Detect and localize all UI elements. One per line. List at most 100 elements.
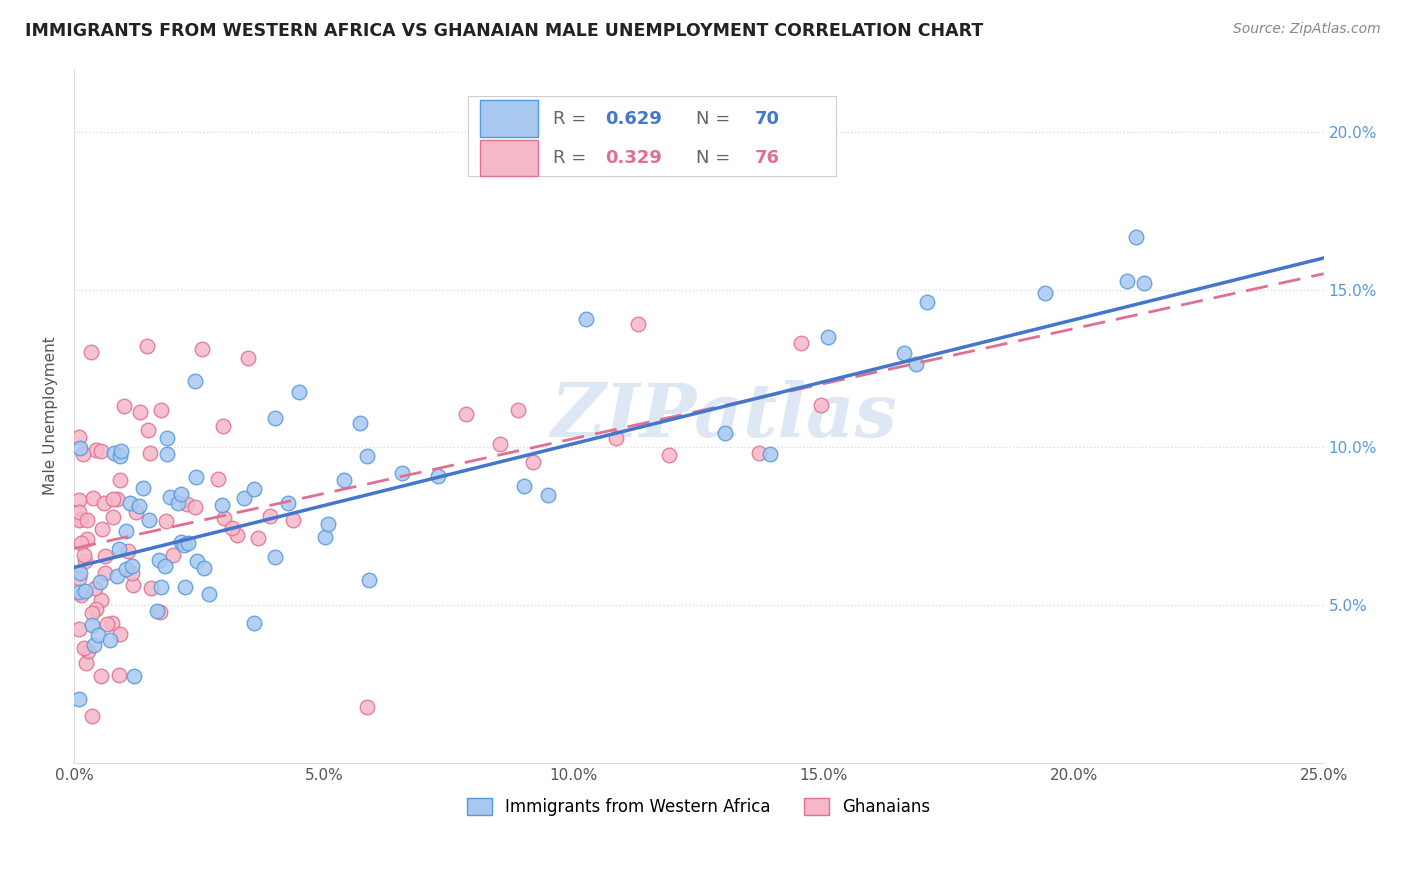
Point [118,495,141,509]
Point [153,558,176,573]
Point [75,554,97,568]
Point [128,499,150,513]
Point [91,522,114,536]
Point [73,548,96,562]
Point [333,473,356,487]
Point [714,426,737,441]
Point [138,513,160,527]
Point [259,508,281,523]
Point [176,497,198,511]
Point [69,566,91,580]
Point [84,602,107,616]
Text: R =: R = [553,149,592,168]
Point [82,708,104,723]
Legend: Immigrants from Western Africa, Ghanaians: Immigrants from Western Africa, Ghanaian… [458,789,939,824]
Point [67,584,90,599]
Point [183,374,205,388]
Point [288,385,311,400]
Point [186,554,208,568]
Point [139,582,162,596]
Point [658,448,681,462]
Point [207,472,229,486]
Point [359,573,381,587]
Point [391,467,413,481]
FancyBboxPatch shape [481,101,537,136]
Point [67,691,90,706]
Point [155,514,177,528]
Point [70,588,93,602]
Point [263,550,285,565]
Point [159,490,181,504]
Point [186,470,208,484]
Point [156,431,179,445]
Point [82,491,104,505]
Point [155,447,177,461]
Text: R =: R = [553,111,592,128]
Text: 76: 76 [755,149,780,168]
Point [243,616,266,631]
Point [90,444,112,458]
Point [790,335,813,350]
Point [94,549,117,564]
Point [314,530,336,544]
Text: N =: N = [696,149,737,168]
Point [243,482,266,496]
Point [506,403,529,417]
Text: 70: 70 [755,111,780,128]
Point [1033,286,1056,301]
Text: Source: ZipAtlas.com: Source: ZipAtlas.com [1233,22,1381,37]
Point [103,446,125,460]
Point [112,399,135,413]
FancyBboxPatch shape [481,139,537,176]
Point [893,345,915,359]
Point [80,617,103,632]
Point [212,511,235,525]
Point [183,500,205,514]
Point [426,468,449,483]
Point [170,534,193,549]
Point [283,513,305,527]
Point [817,329,839,343]
Point [233,491,256,505]
Point [356,449,378,463]
Point [149,605,172,619]
Point [316,517,339,532]
FancyBboxPatch shape [468,96,837,177]
Point [67,430,90,444]
Point [84,581,107,595]
Point [173,539,195,553]
Point [136,339,159,353]
Point [537,488,560,502]
Point [136,423,159,437]
Point [115,524,138,539]
Point [149,403,172,417]
Point [128,405,150,419]
Point [86,627,108,641]
Point [454,408,477,422]
Text: N =: N = [696,111,737,128]
Point [110,473,132,487]
Point [115,562,138,576]
Point [108,541,131,556]
Point [522,455,544,469]
Point [132,481,155,495]
Point [73,640,96,655]
Point [93,495,115,509]
Point [169,487,191,501]
Point [125,505,148,519]
Point [162,548,184,562]
Point [1125,230,1147,244]
Point [211,419,233,434]
Point [489,437,512,451]
Point [146,604,169,618]
Point [73,584,96,599]
Point [150,580,173,594]
Point [122,669,145,683]
Point [110,627,132,641]
Point [94,566,117,581]
Point [77,644,100,658]
Point [117,543,139,558]
Point [100,616,122,631]
Point [627,317,650,331]
Point [190,342,212,356]
